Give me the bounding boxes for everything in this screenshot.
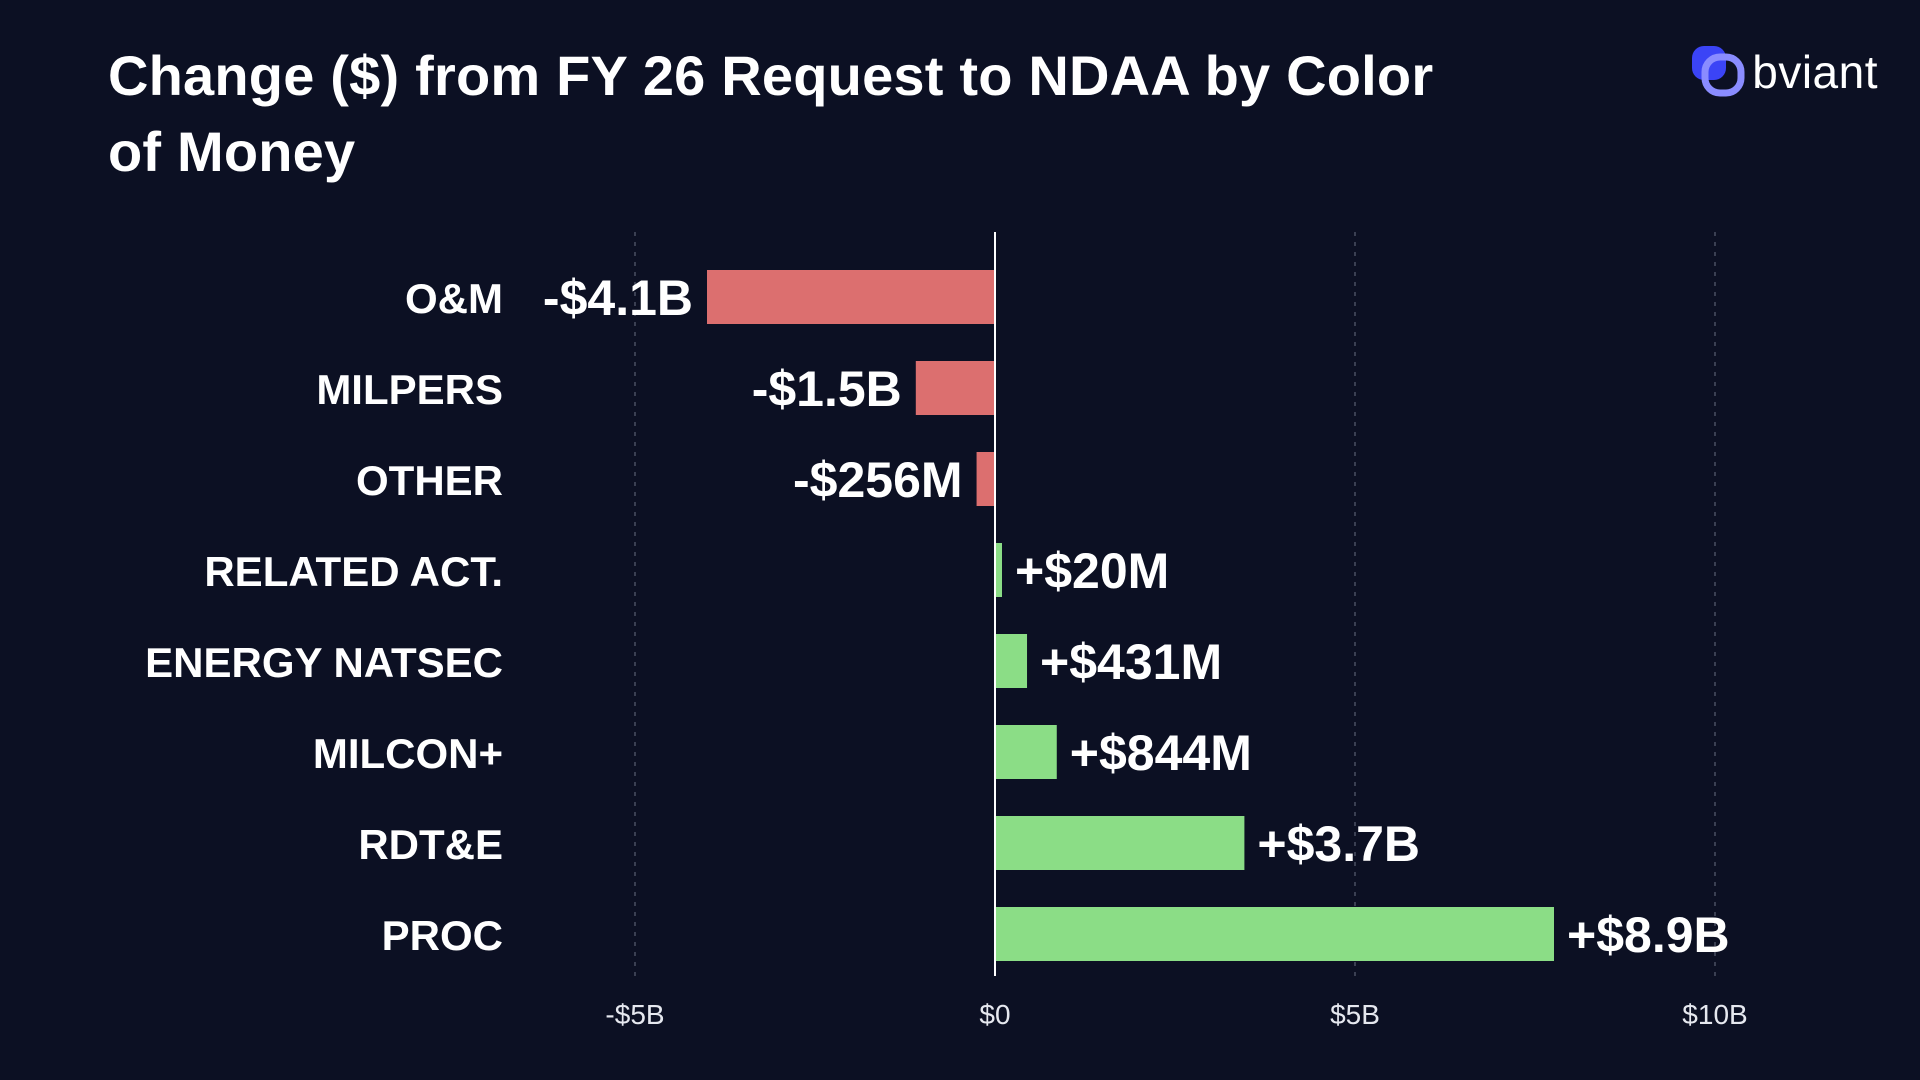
bar — [915, 361, 995, 415]
bar — [707, 270, 995, 324]
category-label: MILPERS — [316, 366, 503, 413]
category-label: RDT&E — [358, 821, 503, 868]
bars — [707, 270, 1554, 961]
bar — [996, 816, 1245, 870]
category-label: O&M — [405, 275, 503, 322]
category-label: RELATED ACT. — [204, 548, 503, 595]
bar — [996, 543, 1002, 597]
category-label: MILCON+ — [313, 730, 503, 777]
bar — [996, 634, 1028, 688]
category-label: OTHER — [356, 457, 503, 504]
x-tick-label: $0 — [979, 999, 1010, 1030]
brand-logo: bviant — [1688, 40, 1878, 104]
brand-name: bviant — [1752, 46, 1878, 98]
overlapping-rings-icon — [1692, 46, 1745, 97]
x-tick-label: -$5B — [605, 999, 664, 1030]
category-label: ENERGY NATSEC — [145, 639, 503, 686]
category-label: PROC — [382, 912, 503, 959]
value-label: +$844M — [1070, 725, 1252, 781]
bar — [996, 907, 1554, 961]
bar — [976, 452, 995, 506]
chart-title: Change ($) from FY 26 Request to NDAA by… — [108, 44, 1434, 183]
value-label: +$3.7B — [1257, 816, 1420, 872]
value-label: +$8.9B — [1567, 907, 1730, 963]
value-label: -$4.1B — [543, 270, 693, 326]
grid-lines — [634, 232, 1716, 976]
x-tick-label: $5B — [1330, 999, 1380, 1030]
value-label: -$256M — [793, 452, 963, 508]
labels: -$5B $0 $5B $10B O&M -$4.1B MILPERS -$1.5B OTHER… — [145, 270, 1748, 1030]
bar — [996, 725, 1057, 779]
value-label: +$431M — [1040, 634, 1222, 690]
value-label: +$20M — [1015, 543, 1169, 599]
value-label: -$1.5B — [752, 361, 902, 417]
x-tick-label: $10B — [1682, 999, 1747, 1030]
